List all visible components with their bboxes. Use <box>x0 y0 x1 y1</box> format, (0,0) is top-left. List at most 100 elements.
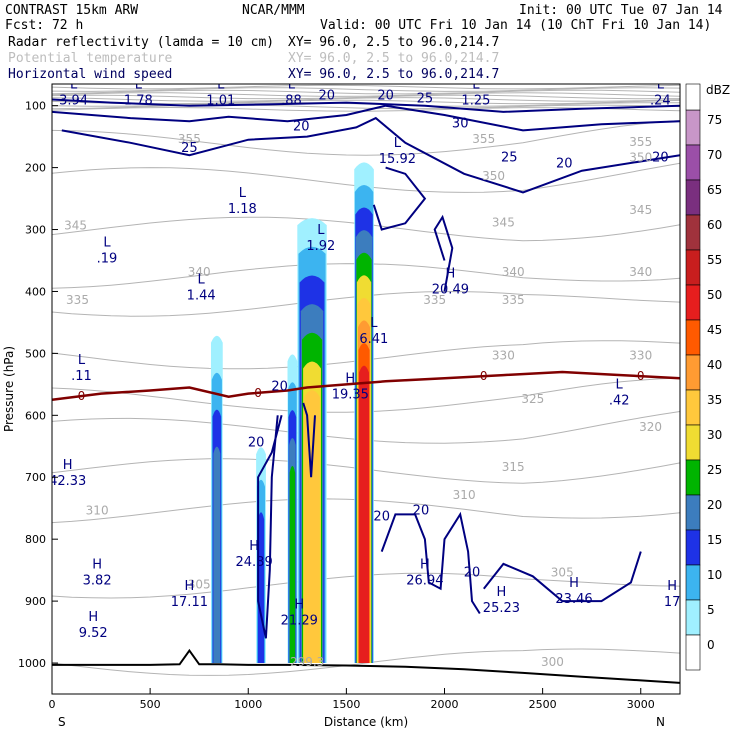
wind-min-marker: L <box>78 353 86 368</box>
init-time: Init: 00 UTC Tue 07 Jan 14 <box>519 3 723 18</box>
wind-max-marker: H <box>249 539 259 554</box>
field-reflectivity: Radar reflectivity (lamda = 10 cm) <box>8 35 274 50</box>
extremum-value: .88 <box>281 93 302 108</box>
wind-label: 25 <box>501 150 518 165</box>
colorbar-swatch-60 <box>685 214 701 251</box>
wind-min-marker: L <box>394 136 402 151</box>
extremum-value: 26.94 <box>406 573 443 588</box>
wind-label: 20 <box>464 565 481 580</box>
wind-label: 20 <box>556 157 573 172</box>
reflectivity-column-3-25dbz <box>289 465 296 664</box>
extremum-value: 17 <box>664 595 681 610</box>
y-tick-label: 500 <box>25 347 46 360</box>
extremum-value: 1.01 <box>206 93 235 108</box>
y-axis-label: Pressure (hPa) <box>2 346 16 432</box>
wind-label: 20 <box>248 435 265 450</box>
y-tick-label: 800 <box>25 533 46 546</box>
colorbar-swatch-25 <box>685 459 701 496</box>
colorbar-swatch-10 <box>685 564 701 601</box>
stratosphere-theta-contour <box>52 87 680 92</box>
x-axis-north: N <box>656 715 665 729</box>
extremum-value: 1.25 <box>461 93 490 108</box>
theta-label: 320 <box>639 420 662 434</box>
extremum-value: 19.35 <box>332 388 369 403</box>
colorbar-label: 10 <box>707 568 722 582</box>
freezing-level-label: 0 <box>78 389 86 403</box>
y-tick-label: 300 <box>25 224 46 237</box>
wind-contour-4 <box>372 166 427 231</box>
theta-label: 350 <box>629 150 652 164</box>
theta-label: 325 <box>521 392 544 406</box>
colorbar-swatch-35 <box>685 389 701 426</box>
extremum-value: 1.92 <box>306 239 335 254</box>
colorbar-swatch-20 <box>685 494 701 531</box>
reflectivity-column-4-35dbz <box>304 390 320 664</box>
wind-min-marker: L <box>217 77 225 92</box>
y-tick-label: 700 <box>25 471 46 484</box>
freezing-level-label: 0 <box>637 369 645 383</box>
extremum-value: .19 <box>97 251 118 266</box>
wind-min-marker: L <box>135 77 143 92</box>
wind-contour-2 <box>52 104 680 132</box>
colorbar-label: 35 <box>707 393 722 407</box>
theta-label: 330 <box>492 349 515 363</box>
wind-label: 25 <box>181 141 198 156</box>
theta-label: 355 <box>472 132 495 146</box>
axes: 0 500 1000 1500 2000 2500 30001002003004005006… <box>18 100 655 711</box>
colorbar-label: 20 <box>707 498 722 512</box>
theta-contour-355 <box>52 120 680 156</box>
wind-label: 20 <box>413 503 430 518</box>
colorbar-label: 15 <box>707 533 722 547</box>
theta-label: 330 <box>629 349 652 363</box>
colorbar-label: 0 <box>707 638 715 652</box>
extremum-value: 3.94 <box>59 93 88 108</box>
field-theta-xy: XY= 96.0, 2.5 to 96.0,214.7 <box>288 51 499 66</box>
freezing-level-label: 0 <box>480 369 488 383</box>
x-tick-label: 1500 <box>332 698 360 711</box>
reflectivity-column-1-20dbz <box>213 446 221 664</box>
wind-label: 20 <box>652 150 669 165</box>
theta-label: 340 <box>502 265 525 279</box>
x-tick-label: 500 <box>140 698 161 711</box>
colorbar-label: 75 <box>707 113 722 127</box>
wind-contour-8 <box>483 551 642 603</box>
field-wind-xy: XY= 96.0, 2.5 to 96.0,214.7 <box>288 67 499 82</box>
reflectivity-column-5-50dbz <box>359 365 369 664</box>
wind-contour-1 <box>52 98 680 113</box>
freezing-level: 0 0 0 0 <box>52 369 680 403</box>
wind-contour-9 <box>302 402 316 478</box>
stratosphere-theta-contour <box>52 104 680 110</box>
theta-label: 299.3 <box>290 655 324 669</box>
extremum-value: 1.78 <box>124 93 153 108</box>
model-name: CONTRAST 15km ARW <box>5 3 138 18</box>
colorbar-label: 65 <box>707 183 722 197</box>
x-tick-label: 1000 <box>234 698 262 711</box>
y-tick-label: 900 <box>25 595 46 608</box>
colorbar-swatch-55 <box>685 249 701 286</box>
extremum-value: 21.29 <box>281 614 318 629</box>
colorbar-swatch-65 <box>685 179 701 216</box>
wind-min-marker: L <box>288 77 296 92</box>
colorbar-label: 55 <box>707 253 722 267</box>
colorbar-swatch-70 <box>685 144 701 181</box>
y-tick-label: 1000 <box>18 657 46 670</box>
colorbar-swatch-75 <box>685 109 701 146</box>
y-tick-label: 600 <box>25 409 46 422</box>
x-tick-label: 2500 <box>529 698 557 711</box>
theta-label: 305 <box>551 565 574 579</box>
extremum-value: 15.92 <box>379 152 416 167</box>
colorbar-label: 5 <box>707 603 715 617</box>
x-tick-label: 2000 <box>431 698 459 711</box>
colorbar-swatch-0 <box>685 634 701 671</box>
wind-contour-6 <box>257 415 283 639</box>
colorbar-label: 60 <box>707 218 722 232</box>
extremum-value: .24 <box>650 93 671 108</box>
theta-label: 340 <box>629 265 652 279</box>
theta-label: 345 <box>492 215 515 229</box>
y-tick-label: 400 <box>25 285 46 298</box>
wind-max-marker: H <box>88 610 98 625</box>
stratosphere-theta-contour <box>52 97 680 102</box>
colorbar-label: 40 <box>707 358 722 372</box>
theta-label: 305 <box>188 578 211 592</box>
